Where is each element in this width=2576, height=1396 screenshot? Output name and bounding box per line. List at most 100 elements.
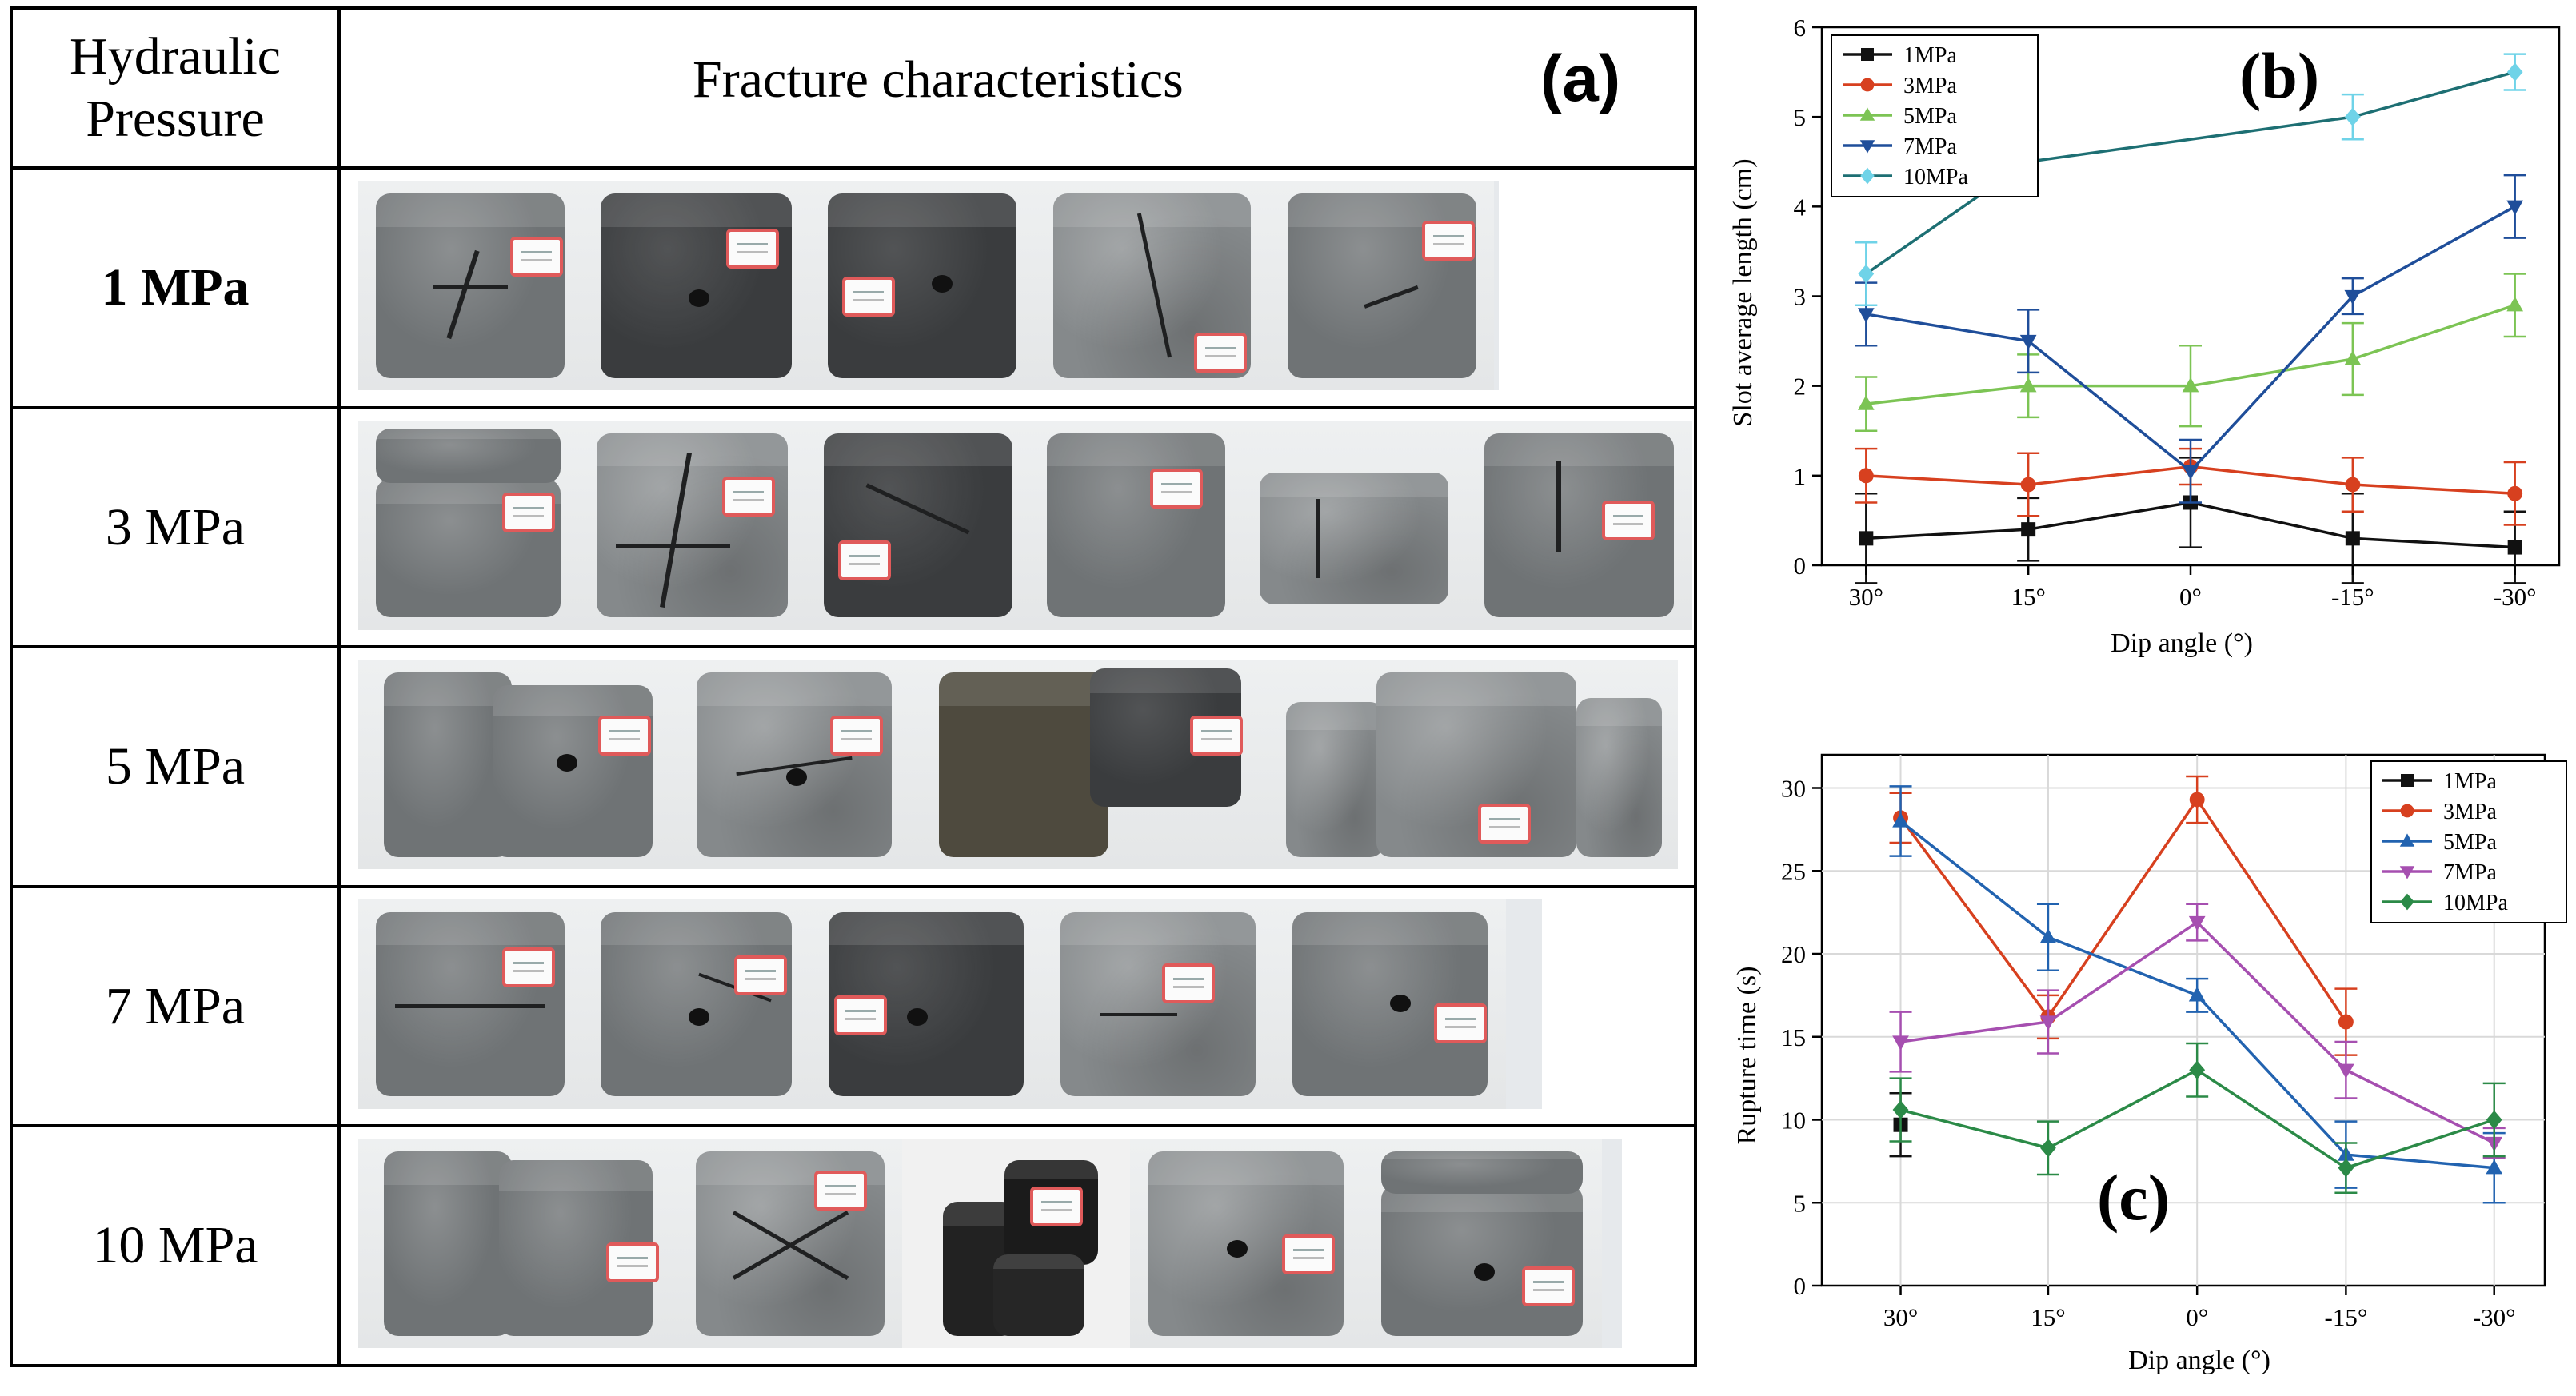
x-tick-label: 0° <box>2186 1303 2208 1331</box>
pressure-cell: 7 MPa <box>10 884 341 1128</box>
chart-c-ylabel: Rupture time (s) <box>1732 967 1762 1145</box>
y-tick-label: 3 <box>1794 283 1807 311</box>
y-tick-label: 1 <box>1794 462 1807 490</box>
x-tick-label: 15° <box>2031 1303 2065 1331</box>
x-tick-label: -30° <box>2494 583 2537 611</box>
y-tick-label: 4 <box>1794 193 1807 221</box>
data-point <box>2182 465 2199 481</box>
sample-photo <box>910 660 1270 870</box>
data-point <box>2506 200 2524 216</box>
pressure-cell: 5 MPa <box>10 645 341 888</box>
chart-b-panel-label: (b) <box>2239 39 2319 112</box>
table-row-5mpa: 5 MPa <box>10 645 1697 888</box>
sample-photo <box>1130 1139 1362 1349</box>
data-point <box>2019 377 2037 393</box>
sample-photo <box>578 420 806 630</box>
x-tick-label: 30° <box>1849 583 1883 611</box>
data-point <box>2344 107 2361 126</box>
sample-photo <box>1242 420 1466 630</box>
data-point <box>2021 522 2036 537</box>
data-point <box>2344 289 2362 305</box>
data-point <box>2486 1159 2503 1175</box>
sample-photo-strip <box>358 1139 1622 1349</box>
sample-photo <box>358 899 582 1109</box>
sample-photo <box>902 1139 1130 1349</box>
chart-b-xlabel: Dip angle (°) <box>2111 628 2253 658</box>
sample-photo-strip <box>358 181 1499 391</box>
sample-photo <box>678 660 910 870</box>
data-point <box>1858 468 1874 484</box>
y-tick-label: 25 <box>1781 857 1806 885</box>
chart-c-panel-label: (c) <box>2097 1161 2170 1234</box>
data-point <box>1892 1035 1909 1051</box>
legend-marker <box>1859 107 1875 121</box>
data-point <box>2189 1060 2206 1079</box>
sample-photo <box>810 181 1034 391</box>
data-point <box>1858 264 1875 284</box>
data-point <box>2188 987 2206 1002</box>
sample-photo <box>358 660 678 870</box>
sample-photo <box>1270 181 1494 391</box>
sample-photo <box>358 1139 678 1349</box>
legend-marker <box>2399 833 2415 847</box>
legend-label: 5MPa <box>2443 830 2497 855</box>
x-tick-label: -30° <box>2473 1303 2516 1331</box>
data-point <box>1859 531 1874 546</box>
legend-label: 3MPa <box>1903 74 1957 98</box>
chart-rupture-time: 0 5 10 15 20 25 30 30° 15° 0° -15° -30° 1MPa 3MPa 5MP… <box>1719 720 2576 1396</box>
legend-label: 7MPa <box>1903 134 1957 159</box>
legend-marker <box>2401 774 2414 787</box>
sample-photo <box>1362 1139 1602 1349</box>
data-point <box>2020 477 2036 493</box>
header-pressure-line1: Hydraulic <box>70 27 281 86</box>
data-point <box>2338 1158 2354 1178</box>
legend-label: 10MPa <box>2443 891 2508 915</box>
sample-photo <box>678 1139 902 1349</box>
y-tick-label: 6 <box>1794 14 1807 42</box>
y-tick-label: 30 <box>1781 775 1806 803</box>
x-tick-label: 30° <box>1883 1303 1918 1331</box>
sample-photo <box>1034 181 1270 391</box>
sample-photo-strip <box>358 899 1542 1109</box>
data-point <box>1857 395 1875 410</box>
y-tick-label: 5 <box>1794 103 1807 131</box>
data-point <box>2344 350 2362 365</box>
sample-photo <box>358 181 582 391</box>
x-tick-label: 0° <box>2179 583 2202 611</box>
data-point <box>2338 1014 2354 1030</box>
data-point <box>2486 1110 2502 1130</box>
legend-label: 5MPa <box>1903 104 1957 129</box>
pressure-cell: 1 MPa <box>10 166 341 409</box>
table-row-10mpa: 10 MPa <box>10 1124 1697 1367</box>
legend-marker <box>2400 804 2414 818</box>
y-tick-label: 2 <box>1794 373 1807 401</box>
pressure-cell: 10 MPa <box>10 1124 341 1367</box>
pressure-cell: 3 MPa <box>10 405 341 649</box>
data-point <box>1857 308 1875 323</box>
photo-cell <box>337 645 1697 888</box>
sample-photo <box>358 420 578 630</box>
x-tick-label: -15° <box>2331 583 2374 611</box>
sample-photo <box>1274 899 1506 1109</box>
chart-slot-length: 0 1 2 3 4 5 6 30° 15° 0° -15° -30° 1MPa 3MPa 5MPa 7MPa… <box>1719 0 2576 664</box>
panel-a-label: (a) <box>1540 42 1621 115</box>
photo-cell <box>337 166 1697 409</box>
data-point <box>2189 792 2205 808</box>
legend-marker <box>1860 167 1875 185</box>
chart-b-ylabel: Slot average length (cm) <box>1728 158 1758 426</box>
chart-c-svg: 0 5 10 15 20 25 30 30° 15° 0° -15° -30° 1MPa 3MPa 5MP… <box>1732 753 2567 1375</box>
data-point <box>2182 377 2199 393</box>
series-line <box>1865 70 2516 275</box>
header-pressure-cell: Hydraulic Pressure <box>10 6 341 170</box>
y-tick-label: 5 <box>1794 1189 1807 1217</box>
table-row-3mpa: 3 MPa <box>10 405 1697 649</box>
data-point <box>2345 531 2360 546</box>
data-point <box>2506 62 2523 82</box>
y-tick-label: 10 <box>1781 1107 1806 1135</box>
legend-label: 1MPa <box>2443 769 2497 794</box>
legend-label: 10MPa <box>1903 165 1968 189</box>
series-line <box>1899 796 2347 1023</box>
sample-photo <box>582 181 810 391</box>
y-tick-label: 0 <box>1794 1272 1807 1300</box>
header-pressure-line2: Pressure <box>86 90 265 149</box>
